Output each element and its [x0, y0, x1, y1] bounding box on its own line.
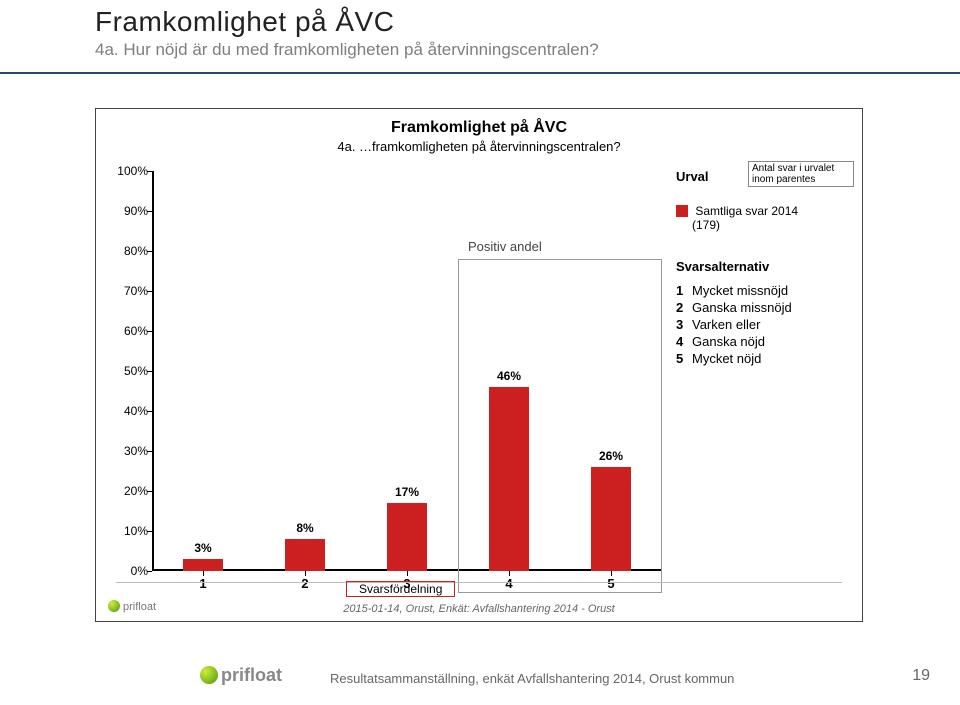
y-tick-label: 10% — [108, 524, 148, 538]
y-tick-label: 50% — [108, 364, 148, 378]
y-tick-mark — [147, 291, 152, 292]
answer-number: 1 — [676, 282, 692, 299]
legend-series-count: (179) — [692, 218, 720, 232]
legend-series: Samtliga svar 2014 (179) — [676, 204, 848, 232]
x-tick-mark — [407, 571, 408, 576]
answer-heading: Svarsalternativ — [676, 259, 848, 274]
chart-brand: prifloat — [108, 600, 156, 613]
answer-label: Mycket nöjd — [692, 351, 761, 366]
footer-text: Resultatsammanställning, enkät Avfallsha… — [330, 671, 734, 686]
footer: prifloat Resultatsammanställning, enkät … — [0, 657, 960, 697]
chart-bottom-rule — [116, 582, 842, 583]
footer-brand-text: prifloat — [221, 665, 282, 685]
answer-label: Mycket missnöjd — [692, 283, 788, 298]
legend-swatch — [676, 205, 688, 217]
chart-plot: 0%10%20%30%40%50%60%70%80%90%100%3%18%21… — [152, 171, 662, 571]
y-tick-label: 70% — [108, 284, 148, 298]
y-tick-mark — [147, 371, 152, 372]
answer-label: Varken eller — [692, 317, 760, 332]
chart-frame: Framkomlighet på ÅVC 4a. …framkomlighete… — [95, 108, 863, 622]
chart-title: Framkomlighet på ÅVC — [96, 119, 862, 137]
y-tick-label: 90% — [108, 204, 148, 218]
y-tick-mark — [147, 211, 152, 212]
chart-caption-box: Svarsfördelning — [346, 581, 455, 597]
brand-orb-icon — [108, 600, 120, 612]
y-tick-mark — [147, 491, 152, 492]
y-tick-label: 0% — [108, 564, 148, 578]
x-tick-mark — [203, 571, 204, 576]
bar-value-label: 8% — [296, 521, 313, 535]
y-tick-label: 40% — [108, 404, 148, 418]
bar — [285, 539, 326, 571]
answer-number: 4 — [676, 333, 692, 350]
answer-number: 3 — [676, 316, 692, 333]
brand-orb-icon — [200, 666, 218, 684]
answer-number: 2 — [676, 299, 692, 316]
y-tick-mark — [147, 571, 152, 572]
page-subtitle: 4a. Hur nöjd är du med framkomligheten p… — [95, 40, 599, 60]
y-tick-mark — [147, 531, 152, 532]
answer-option: 2Ganska missnöjd — [676, 299, 848, 316]
answer-number: 5 — [676, 350, 692, 367]
answer-label: Ganska missnöjd — [692, 300, 792, 315]
chart-meta: 2015-01-14, Orust, Enkät: Avfallshanteri… — [343, 603, 614, 615]
answer-label: Ganska nöjd — [692, 334, 765, 349]
legend-note: Antal svar i urvalet inom parentes — [748, 161, 854, 187]
positive-share-label: Positiv andel — [468, 239, 542, 254]
answer-option: 5Mycket nöjd — [676, 350, 848, 367]
y-tick-mark — [147, 251, 152, 252]
answer-options: Svarsalternativ 1Mycket missnöjd2Ganska … — [676, 259, 848, 367]
bar — [387, 503, 428, 571]
y-tick-label: 80% — [108, 244, 148, 258]
y-tick-label: 20% — [108, 484, 148, 498]
positive-share-box — [458, 259, 662, 593]
page-title: Framkomlighet på ÅVC — [95, 6, 599, 38]
y-tick-label: 60% — [108, 324, 148, 338]
title-rule — [0, 72, 960, 74]
x-tick-label: 2 — [301, 576, 308, 591]
bar-value-label: 3% — [194, 541, 211, 555]
chart-subtitle: 4a. …framkomligheten på återvinningscent… — [96, 139, 862, 154]
bar — [183, 559, 224, 571]
x-tick-mark — [305, 571, 306, 576]
answer-option: 1Mycket missnöjd — [676, 282, 848, 299]
title-block: Framkomlighet på ÅVC 4a. Hur nöjd är du … — [95, 6, 599, 60]
y-tick-label: 100% — [108, 164, 148, 178]
bar-value-label: 17% — [395, 485, 419, 499]
y-tick-mark — [147, 411, 152, 412]
x-tick-label: 1 — [199, 576, 206, 591]
y-tick-mark — [147, 451, 152, 452]
page: Framkomlighet på ÅVC 4a. Hur nöjd är du … — [0, 0, 960, 705]
y-tick-mark — [147, 171, 152, 172]
answer-option: 4Ganska nöjd — [676, 333, 848, 350]
brand-text: prifloat — [123, 601, 156, 613]
y-tick-mark — [147, 331, 152, 332]
y-tick-label: 30% — [108, 444, 148, 458]
legend-series-label: Samtliga svar 2014 — [695, 204, 798, 218]
page-number: 19 — [912, 667, 930, 685]
answer-option: 3Varken eller — [676, 316, 848, 333]
footer-brand: prifloat — [200, 665, 282, 686]
legend: Urval Antal svar i urvalet inom parentes… — [676, 169, 848, 232]
